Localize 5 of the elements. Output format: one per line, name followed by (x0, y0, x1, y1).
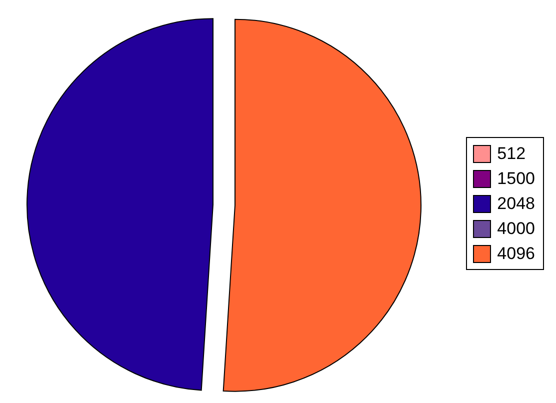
legend-label: 1500 (497, 168, 535, 190)
legend-label: 512 (497, 143, 526, 165)
legend-label: 4096 (497, 243, 535, 265)
legend-label: 2048 (497, 193, 535, 215)
legend-label: 4000 (497, 218, 535, 240)
